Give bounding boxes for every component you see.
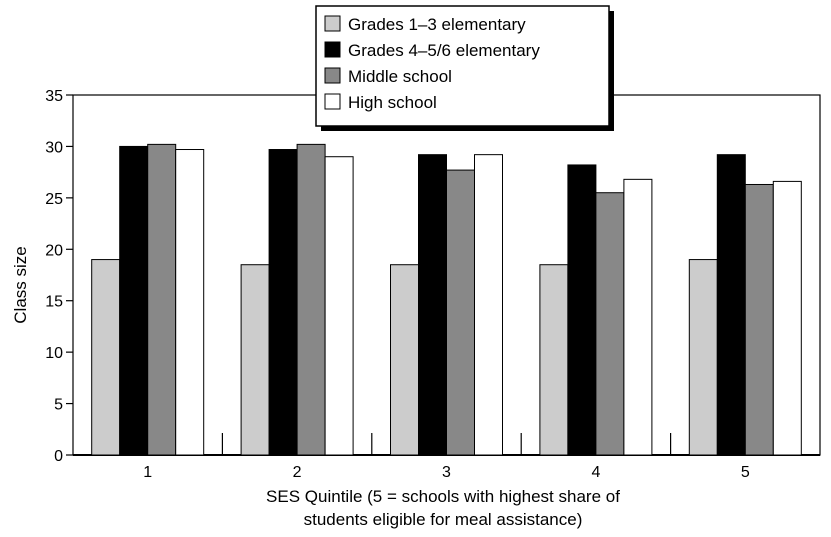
bar: [474, 154, 503, 456]
legend-swatch: [324, 15, 341, 32]
y-axis-title: Class size: [11, 246, 30, 323]
bar: [567, 164, 597, 456]
y-tick-label: 25: [45, 191, 63, 208]
legend-label: Grades 4–5/6 elementary: [348, 41, 540, 60]
bar: [91, 259, 121, 456]
bar: [390, 264, 419, 456]
bar: [147, 143, 177, 456]
bars: [91, 143, 802, 456]
bar: [268, 149, 298, 456]
x-axis-title-line-1: SES Quintile (5 = schools with highest s…: [266, 487, 620, 506]
bar: [772, 180, 802, 456]
x-tick-label: 3: [442, 464, 451, 481]
x-tick-label: 2: [293, 464, 302, 481]
legend-box: [315, 5, 610, 127]
y-tick-label: 15: [45, 294, 63, 311]
y-tick-label: 35: [45, 88, 63, 105]
y-tick-label: 30: [45, 139, 63, 156]
legend-swatch: [324, 93, 341, 110]
x-tick-label: 4: [591, 464, 600, 481]
bar: [119, 145, 149, 456]
y-tick-label: 5: [54, 397, 63, 414]
bar: [446, 169, 475, 456]
x-tick-label: 5: [741, 464, 750, 481]
bar: [623, 178, 653, 456]
bar: [240, 264, 270, 456]
legend-label: Grades 1–3 elementary: [348, 15, 526, 34]
y-tick-label: 20: [45, 242, 63, 259]
bar: [688, 259, 718, 456]
legend-swatch: [324, 67, 341, 84]
bar: [418, 154, 447, 456]
bar: [324, 156, 354, 456]
legend-label: High school: [348, 93, 437, 112]
x-axis: 1 2 3 4 5: [143, 433, 750, 481]
legend-label: Middle school: [348, 67, 452, 86]
y-tick-label: 10: [45, 345, 63, 362]
legend-swatch: [324, 41, 341, 58]
bar: [539, 264, 569, 456]
y-tick-label: 0: [54, 448, 63, 465]
bar: [744, 183, 774, 456]
bar: [296, 143, 326, 456]
bar: [595, 192, 625, 456]
x-axis-title-line-2: students eligible for meal assistance): [304, 510, 583, 529]
x-tick-label: 1: [143, 464, 152, 481]
y-axis: 0 5 10 15 20 25 30 35: [45, 88, 73, 465]
bar: [716, 154, 746, 456]
legend: Grades 1–3 elementary Grades 4–5/6 elemen…: [315, 5, 614, 131]
bar: [175, 149, 205, 456]
